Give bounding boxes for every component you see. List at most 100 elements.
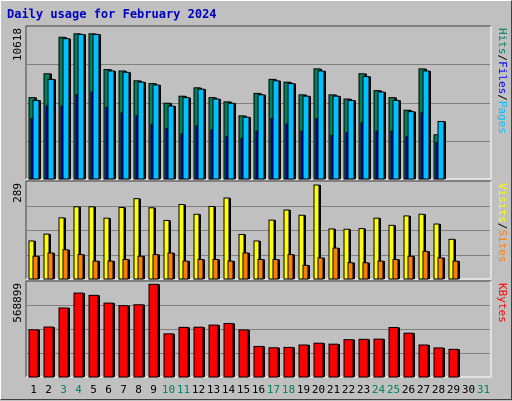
bar-visits-day-11 (178, 204, 185, 280)
y-max-label-visits-panel: 289 (11, 183, 24, 203)
bar-visits-day-4 (73, 206, 80, 280)
x-tick-label-7: 7 (120, 383, 127, 396)
legend-text-slash: / (496, 55, 509, 62)
legend-text-kbytes: KBytes (496, 283, 509, 323)
bar-pages-day-28 (437, 120, 445, 180)
bar-kbytes-day-1 (28, 329, 39, 378)
legend-text-slash: / (496, 223, 509, 230)
x-tick-label-15: 15 (237, 383, 250, 396)
bar-visits-day-12 (193, 213, 200, 280)
bar-sites-day-23 (362, 262, 369, 280)
bar-sites-day-3 (62, 249, 69, 280)
bar-kbytes-day-27 (418, 344, 429, 378)
x-tick-label-27: 27 (417, 383, 430, 396)
bar-visits-day-29 (448, 238, 455, 280)
bar-visits-day-18 (283, 209, 290, 280)
bar-visits-day-14 (223, 197, 230, 280)
x-tick-label-3: 3 (60, 383, 67, 396)
x-tick-label-25: 25 (387, 383, 400, 396)
bar-sites-day-7 (122, 258, 129, 280)
bar-pages-day-24 (377, 91, 385, 180)
x-tick-label-10: 10 (162, 383, 175, 396)
bar-sites-day-22 (347, 262, 354, 280)
y-max-label-hits-panel: 10618 (11, 28, 24, 61)
bar-kbytes-day-9 (148, 283, 159, 378)
bar-kbytes-day-26 (403, 332, 414, 378)
bar-visits-day-17 (268, 219, 275, 280)
bar-pages-day-5 (92, 33, 100, 180)
bar-sites-day-25 (392, 258, 399, 280)
bar-sites-day-6 (107, 260, 114, 280)
bar-visits-day-8 (133, 198, 140, 280)
bar-kbytes-day-24 (373, 338, 384, 378)
x-tick-label-20: 20 (312, 383, 325, 396)
bar-pages-day-8 (137, 81, 145, 180)
bar-kbytes-day-22 (343, 339, 354, 378)
bar-sites-day-15 (242, 252, 249, 280)
bar-sites-day-19 (302, 264, 309, 280)
bar-kbytes-day-13 (208, 324, 219, 378)
legend-text-hits: Hits (496, 28, 509, 55)
bar-sites-day-20 (317, 257, 324, 280)
bar-visits-day-20 (313, 184, 320, 280)
bar-kbytes-day-12 (193, 326, 204, 378)
bar-visits-day-6 (103, 217, 110, 280)
series-legend-visits-panel: Visits/Sites (496, 183, 509, 263)
x-tick-label-26: 26 (402, 383, 415, 396)
bar-visits-day-28 (433, 223, 440, 280)
bar-pages-day-4 (77, 33, 85, 180)
bar-pages-day-11 (182, 97, 190, 180)
bar-kbytes-day-19 (298, 344, 309, 378)
x-tick-label-31: 31 (477, 383, 490, 396)
bar-sites-day-12 (197, 258, 204, 280)
x-tick-label-21: 21 (327, 383, 340, 396)
bar-pages-day-10 (167, 105, 175, 180)
bar-sites-day-24 (377, 260, 384, 280)
bar-kbytes-day-25 (388, 327, 399, 378)
bar-kbytes-day-20 (313, 342, 324, 378)
bar-visits-day-9 (148, 207, 155, 280)
series-legend-hits-panel: Hits/Files/Pages (496, 28, 509, 134)
x-tick-label-1: 1 (30, 383, 37, 396)
bar-visits-day-19 (298, 214, 305, 280)
x-tick-label-24: 24 (372, 383, 386, 396)
bar-sites-day-4 (77, 254, 84, 280)
x-tick-label-6: 6 (105, 383, 112, 396)
x-tick-label-23: 23 (357, 383, 370, 396)
x-tick-label-17: 17 (267, 383, 280, 396)
bar-sites-day-9 (152, 254, 159, 280)
bar-sites-day-16 (257, 258, 264, 280)
bar-kbytes-day-28 (433, 347, 444, 378)
series-legend-kbytes-panel: KBytes (496, 283, 509, 323)
bar-kbytes-day-4 (73, 292, 84, 378)
bar-sites-day-17 (272, 258, 279, 280)
bar-sites-day-8 (137, 255, 144, 280)
legend-text-slash: / (496, 94, 509, 101)
bar-kbytes-day-18 (283, 346, 294, 378)
x-tick-label-16: 16 (252, 383, 265, 396)
x-tick-label-14: 14 (222, 383, 236, 396)
x-tick-label-18: 18 (282, 383, 295, 396)
y-max-label-kbytes-panel: 568899 (11, 283, 24, 323)
bar-kbytes-day-29 (448, 348, 459, 378)
bar-visits-day-5 (88, 206, 95, 280)
bar-visits-day-27 (418, 213, 425, 280)
bar-visits-day-22 (343, 228, 350, 280)
bar-pages-day-6 (107, 70, 115, 180)
bar-visits-day-13 (208, 205, 215, 280)
bar-kbytes-day-16 (253, 345, 264, 378)
legend-text-pages: Pages (496, 101, 509, 134)
bar-kbytes-day-10 (163, 333, 174, 378)
x-tick-label-12: 12 (192, 383, 205, 396)
bar-visits-day-10 (163, 219, 170, 280)
bar-visits-day-23 (358, 228, 365, 280)
bar-sites-day-29 (452, 260, 459, 280)
bar-pages-day-19 (302, 95, 310, 180)
bar-kbytes-day-21 (328, 343, 339, 378)
bar-sites-day-21 (332, 247, 339, 280)
x-tick-label-28: 28 (432, 383, 445, 396)
x-tick-label-11: 11 (177, 383, 190, 396)
bar-visits-day-25 (388, 224, 395, 280)
bar-kbytes-day-15 (238, 329, 249, 378)
